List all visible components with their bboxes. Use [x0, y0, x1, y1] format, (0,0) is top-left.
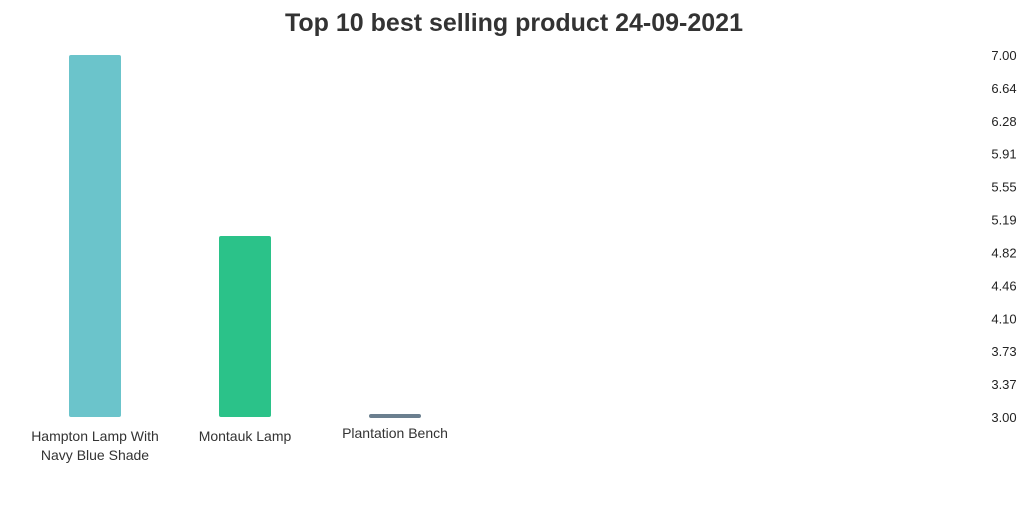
bar-2 — [219, 236, 271, 417]
y-tick-label: 4.82 — [991, 245, 1016, 260]
y-axis: 7.00 6.64 6.28 5.91 5.55 5.19 4.82 4.46 4.10 3.73… — [991, 48, 1016, 425]
y-tick-label: 5.91 — [991, 147, 1016, 162]
y-tick-label: 3.00 — [991, 410, 1016, 425]
category-label-1: Hampton Lamp With Navy Blue Shade — [31, 428, 159, 463]
bar-1 — [69, 55, 121, 417]
y-tick-label: 3.37 — [991, 377, 1016, 392]
y-tick-label: 6.28 — [991, 114, 1016, 129]
x-axis: Hampton Lamp With Navy Blue Shade Montauk … — [31, 425, 448, 463]
y-tick-label: 3.73 — [991, 344, 1016, 359]
y-tick-label: 5.55 — [991, 180, 1016, 195]
bar-3 — [369, 414, 421, 418]
category-label-2: Montauk Lamp — [199, 428, 292, 444]
y-tick-label: 4.10 — [991, 311, 1016, 326]
y-tick-label: 7.00 — [991, 48, 1016, 63]
category-label-3: Plantation Bench — [342, 425, 448, 441]
y-tick-label: 5.19 — [991, 213, 1016, 228]
y-tick-label: 4.46 — [991, 278, 1016, 293]
y-tick-label: 6.64 — [991, 81, 1016, 96]
bars-group — [69, 55, 421, 418]
